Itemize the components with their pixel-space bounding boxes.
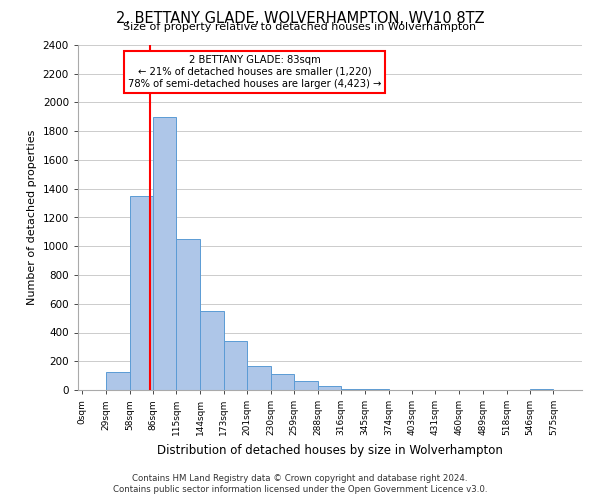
Bar bbox=[341, 388, 365, 390]
Bar bbox=[295, 382, 318, 390]
Bar bbox=[130, 196, 152, 390]
Text: 2, BETTANY GLADE, WOLVERHAMPTON, WV10 8TZ: 2, BETTANY GLADE, WOLVERHAMPTON, WV10 8T… bbox=[116, 11, 484, 26]
Text: Contains HM Land Registry data © Crown copyright and database right 2024.
Contai: Contains HM Land Registry data © Crown c… bbox=[113, 474, 487, 494]
Bar bbox=[152, 117, 176, 390]
Bar bbox=[247, 366, 271, 390]
Text: 2 BETTANY GLADE: 83sqm
← 21% of detached houses are smaller (1,220)
78% of semi-: 2 BETTANY GLADE: 83sqm ← 21% of detached… bbox=[128, 56, 381, 88]
Bar bbox=[106, 372, 130, 390]
Bar bbox=[176, 239, 200, 390]
Bar bbox=[271, 374, 295, 390]
Text: Size of property relative to detached houses in Wolverhampton: Size of property relative to detached ho… bbox=[124, 22, 476, 32]
Y-axis label: Number of detached properties: Number of detached properties bbox=[27, 130, 37, 305]
Bar bbox=[224, 341, 247, 390]
Bar bbox=[200, 311, 224, 390]
X-axis label: Distribution of detached houses by size in Wolverhampton: Distribution of detached houses by size … bbox=[157, 444, 503, 456]
Bar bbox=[318, 386, 341, 390]
